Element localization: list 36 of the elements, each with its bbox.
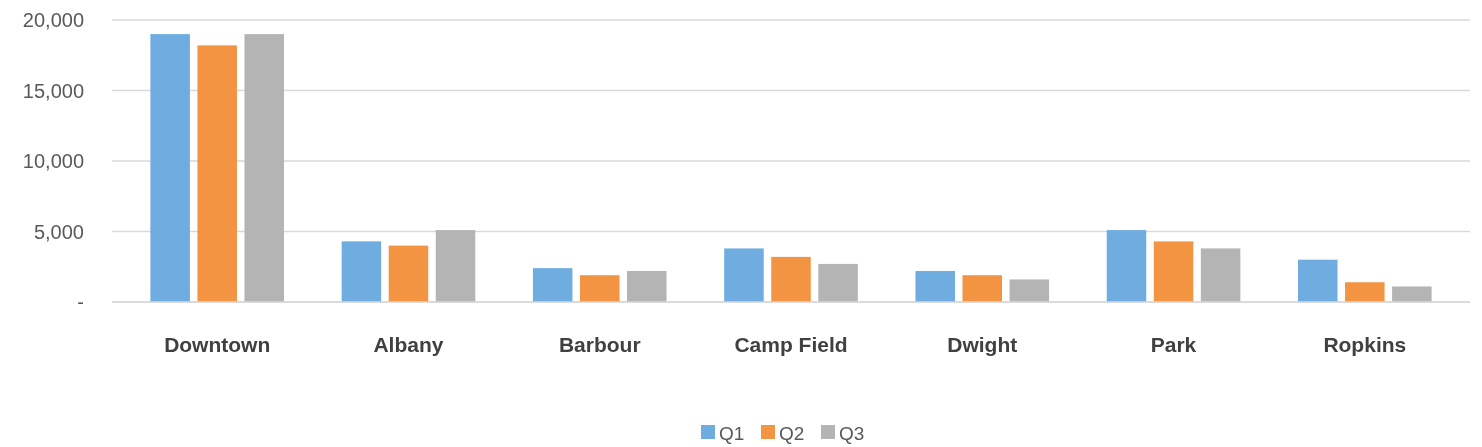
bar — [244, 34, 285, 302]
bar — [818, 263, 858, 302]
y-tick-label: 15,000 — [22, 79, 84, 102]
bar — [150, 34, 190, 302]
bar — [1392, 286, 1432, 302]
bar — [771, 256, 811, 302]
bar — [724, 248, 764, 302]
bar — [1297, 259, 1338, 302]
bar — [341, 241, 382, 302]
bar — [962, 275, 1003, 302]
bar — [1009, 279, 1050, 302]
x-tick-label: Dwight — [947, 333, 1018, 356]
y-tick-label: - — [77, 291, 84, 313]
x-tick-label: Barbour — [558, 333, 641, 356]
bar — [388, 245, 429, 302]
bar — [435, 230, 476, 302]
y-tick-label: 10,000 — [22, 150, 84, 172]
bar — [1106, 230, 1147, 302]
y-tick-label: 5,000 — [33, 220, 84, 243]
bar — [627, 270, 667, 302]
bar — [532, 268, 573, 302]
bar — [197, 45, 237, 302]
x-tick-label: Albany — [373, 333, 444, 356]
bar — [915, 270, 955, 302]
legend-label: Q3 — [839, 422, 865, 444]
bar — [1200, 248, 1241, 302]
bar — [1153, 241, 1194, 302]
x-tick-label: Park — [1150, 333, 1197, 356]
legend-label: Q1 — [719, 422, 745, 444]
bar — [1345, 282, 1385, 302]
x-tick-label: Downtown — [164, 333, 271, 356]
legend-label: Q2 — [779, 422, 805, 444]
x-tick-label: Ropkins — [1323, 333, 1407, 356]
y-tick-label: 20,000 — [22, 9, 84, 31]
x-tick-label: Camp Field — [734, 333, 848, 356]
bar — [579, 275, 620, 302]
